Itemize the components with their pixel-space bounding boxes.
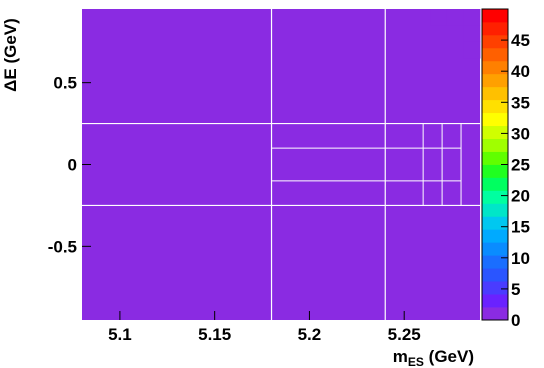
y-axis-ticks: 0.5 0 -0.5 [48, 74, 91, 256]
grid-lines [82, 9, 480, 320]
x-axis-title-subscript: ES [408, 355, 424, 368]
color-scale-label: 35 [511, 93, 530, 112]
color-scale-step [482, 112, 508, 127]
color-scale-label: 25 [511, 156, 530, 175]
color-scale-step [482, 307, 508, 321]
y-tick-label: 0 [68, 156, 77, 175]
color-scale-step [482, 242, 508, 256]
heatmap-cell [463, 9, 481, 26]
color-scale-step [482, 125, 508, 139]
color-scale-step [482, 86, 508, 101]
heatmap-cells [82, 9, 481, 320]
color-scale-step [482, 21, 508, 36]
heatmap-cell [446, 9, 464, 26]
color-scale-step [482, 229, 508, 243]
color-scale-step [482, 9, 508, 23]
y-tick-label: -0.5 [48, 237, 77, 256]
color-scale-step [482, 138, 508, 152]
x-tick-label: 5.2 [298, 325, 322, 344]
color-scale-step [482, 60, 508, 75]
color-scale-step [482, 203, 508, 217]
color-scale-label: 40 [511, 62, 530, 81]
x-axis-title: mES (GeV) [393, 347, 474, 368]
color-scale-step [482, 73, 508, 88]
x-axis-title-main: m [393, 347, 408, 366]
color-scale-step [482, 255, 508, 269]
heatmap-cell [430, 9, 448, 26]
color-scale-step [482, 177, 508, 191]
x-axis-title-unit: (GeV) [424, 347, 474, 366]
color-scale-step [482, 216, 508, 230]
color-scale-label: 10 [511, 249, 530, 268]
x-tick-label: 5.25 [388, 325, 421, 344]
color-scale-step [482, 294, 508, 308]
color-scale-label: 45 [511, 31, 530, 50]
x-tick-label: 5.15 [198, 325, 231, 344]
color-scale-label: 20 [511, 187, 530, 206]
y-tick-label: 0.5 [53, 74, 77, 93]
color-scale-frame [481, 8, 509, 321]
color-scale-label: 15 [511, 218, 530, 237]
heatmap-cell [463, 25, 481, 43]
color-scale-step [482, 281, 508, 295]
color-scale-label: 30 [511, 124, 530, 143]
y-axis-title: ΔE (GeV) [1, 18, 20, 92]
color-scale-step [482, 151, 508, 165]
color-scale-step [482, 190, 508, 204]
plot-area [82, 9, 480, 320]
color-scale-step [482, 47, 508, 62]
color-scale-step [482, 268, 508, 282]
color-scale-step [482, 164, 508, 178]
color-scale-label: 0 [511, 311, 520, 330]
heatmap-cell [463, 41, 481, 59]
color-scale-bar: 0 5 10 15 20 25 30 35 40 45 [481, 8, 530, 330]
color-scale-step [482, 34, 508, 49]
x-axis-ticks: 5.1 5.15 5.2 5.25 [108, 311, 421, 344]
color-scale-label: 5 [511, 280, 520, 299]
color-scale-step [482, 99, 508, 114]
x-tick-label: 5.1 [108, 325, 132, 344]
